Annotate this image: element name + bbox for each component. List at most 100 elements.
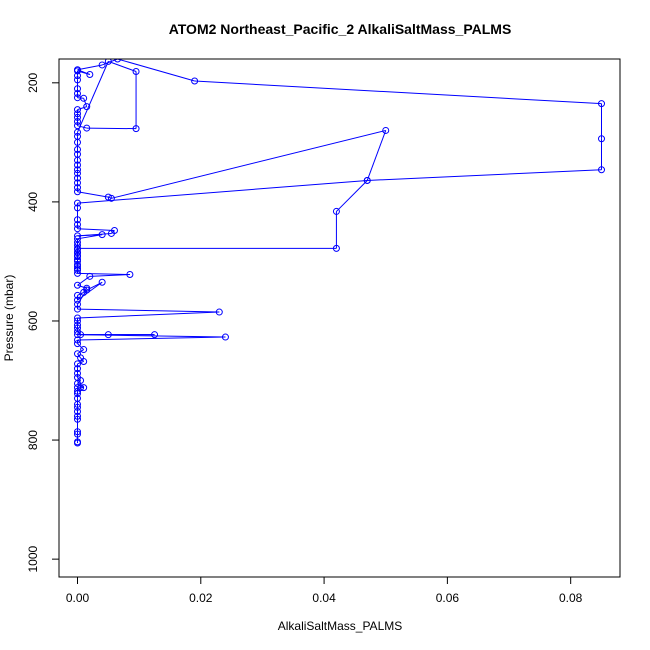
- data-point: [73, 374, 81, 382]
- series-line-segment: [80, 357, 85, 362]
- series-line-segment: [77, 311, 220, 319]
- data-point: [73, 407, 81, 415]
- data-point: [73, 216, 81, 224]
- data-point: [73, 412, 81, 420]
- data-point: [73, 106, 81, 114]
- data-point: [73, 331, 81, 339]
- series-line-segment: [77, 349, 84, 355]
- series-line-segment: [77, 380, 81, 384]
- data-point: [73, 85, 81, 93]
- x-axis: 0.00 0.02 0.04 0.06 0.08: [66, 576, 583, 605]
- x-tick-label: 0.00: [66, 591, 90, 605]
- data-point: [73, 300, 81, 308]
- data-point: [80, 346, 88, 354]
- data-point: [83, 284, 91, 292]
- data-point: [73, 138, 81, 146]
- data-point: [73, 156, 81, 164]
- x-tick-label: 0.04: [312, 591, 336, 605]
- data-point: [73, 241, 81, 249]
- x-axis-label: AlkaliSaltMass_PALMS: [278, 619, 403, 633]
- data-point: [132, 68, 140, 76]
- data-point: [73, 438, 81, 446]
- data-point: [73, 232, 81, 240]
- data-point: [107, 194, 115, 202]
- data-point: [86, 70, 94, 78]
- data-point: [73, 128, 81, 136]
- series-line-segment: [77, 336, 226, 341]
- data-point: [73, 146, 81, 154]
- data-point: [98, 231, 106, 239]
- data-point: [151, 331, 159, 339]
- data-point: [104, 59, 112, 65]
- data-point: [73, 430, 81, 438]
- data-point: [98, 278, 106, 286]
- data-point: [363, 176, 371, 184]
- series-line-segment: [77, 106, 87, 111]
- series-line-segment: [77, 383, 84, 389]
- data-point: [73, 110, 81, 118]
- series-line-segment: [77, 191, 109, 198]
- data-point: [107, 229, 115, 237]
- plot-data: [73, 59, 606, 447]
- data-point: [83, 124, 91, 132]
- data-point: [73, 238, 81, 246]
- data-point: [73, 305, 81, 313]
- series-line-segment: [77, 272, 130, 276]
- data-point: [73, 403, 81, 411]
- series-line-segment: [108, 60, 137, 72]
- data-point: [73, 113, 81, 121]
- series-line-segment: [77, 353, 81, 359]
- data-point: [104, 331, 112, 339]
- series-line-segment: [367, 169, 602, 181]
- data-point: [73, 67, 81, 75]
- data-point: [382, 126, 390, 134]
- series-line-segment: [77, 308, 220, 313]
- data-point: [73, 204, 81, 212]
- y-tick-label: 200: [26, 72, 40, 92]
- data-point: [191, 77, 199, 85]
- data-point: [598, 135, 606, 143]
- y-axis: 200 400 600 800 1000: [26, 72, 60, 572]
- data-point: [83, 103, 91, 111]
- data-point: [73, 321, 81, 329]
- x-tick-label: 0.08: [559, 591, 583, 605]
- data-point: [73, 199, 81, 207]
- data-point: [73, 235, 81, 243]
- data-point: [73, 253, 81, 261]
- data-point: [73, 184, 81, 192]
- chart-title: ATOM2 Northeast_Pacific_2 AlkaliSaltMass…: [169, 21, 512, 37]
- data-point: [73, 262, 81, 270]
- data-point: [73, 118, 81, 126]
- y-axis-label: Pressure (mbar): [2, 275, 16, 362]
- data-point: [73, 428, 81, 436]
- data-point: [215, 308, 223, 316]
- data-point: [598, 100, 606, 108]
- data-point: [73, 179, 81, 187]
- y-tick-label: 800: [26, 430, 40, 450]
- data-point: [73, 257, 81, 265]
- data-point: [73, 296, 81, 304]
- data-point: [73, 415, 81, 423]
- data-point: [73, 281, 81, 289]
- data-point: [221, 333, 229, 341]
- x-tick-label: 0.02: [189, 591, 213, 605]
- series-line-segment: [336, 180, 368, 212]
- data-point: [73, 122, 81, 130]
- data-point: [73, 72, 81, 80]
- data-point: [104, 193, 112, 201]
- series-line-segment: [77, 179, 368, 204]
- y-tick-label: 400: [26, 192, 40, 212]
- series-points: [73, 59, 606, 447]
- data-point: [73, 225, 81, 233]
- x-tick-label: 0.06: [436, 591, 460, 605]
- series-line-segment: [77, 343, 85, 350]
- data-point: [114, 59, 122, 63]
- data-point: [73, 340, 81, 348]
- data-point: [73, 188, 81, 196]
- data-point: [73, 246, 81, 254]
- series-line-segment: [194, 80, 602, 105]
- series-line-segment: [77, 234, 103, 240]
- data-point: [73, 90, 81, 98]
